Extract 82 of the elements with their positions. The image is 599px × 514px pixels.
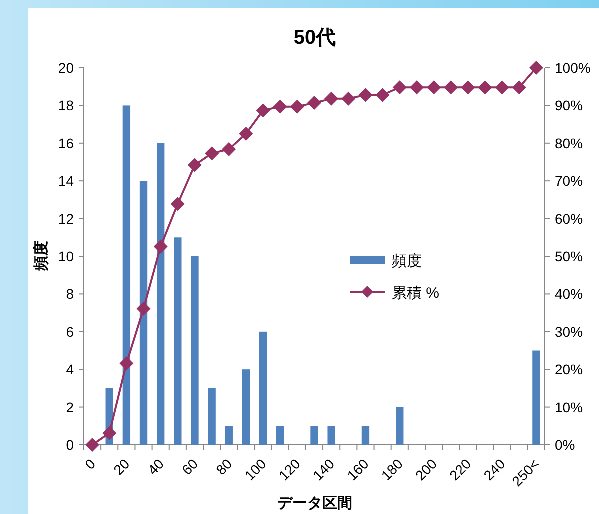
point [342, 92, 356, 106]
y-tick-label: 0 [66, 437, 74, 453]
x-tick-label: 120 [276, 456, 304, 484]
bar [174, 238, 182, 445]
point [154, 240, 168, 254]
point [273, 100, 288, 114]
x-tick-label: 100 [242, 456, 270, 484]
chart-title: 50代 [294, 27, 336, 49]
bar [310, 426, 318, 445]
bar [396, 407, 404, 445]
y-tick-label: 4 [66, 362, 74, 378]
point [136, 302, 151, 316]
y-tick-label: 12 [58, 210, 74, 227]
point [444, 80, 458, 95]
y2-tick-label: 80% [555, 135, 584, 152]
point [358, 88, 373, 102]
point [120, 356, 134, 371]
point [392, 80, 407, 95]
x-tick-label: 60 [178, 456, 202, 478]
point [170, 197, 185, 212]
x-tick-label: 140 [310, 456, 338, 484]
y2-tick-label: 50% [555, 248, 584, 264]
y2-tick-label: 90% [555, 98, 584, 114]
y-tick-label: 18 [58, 98, 74, 114]
point [308, 96, 322, 110]
y-tick-label: 20 [58, 60, 74, 76]
point [376, 88, 390, 102]
point [239, 126, 254, 141]
point [478, 80, 492, 95]
point [427, 80, 442, 95]
y2-tick-label: 10% [555, 399, 584, 416]
x-tick-label: 80 [212, 456, 236, 478]
point [529, 61, 544, 75]
bar [140, 181, 148, 445]
x-tick-label: 220 [446, 456, 474, 484]
y2-tick-label: 100% [555, 60, 591, 76]
legend-label: 累積 % [392, 285, 440, 302]
y-tick-label: 8 [66, 286, 74, 302]
bar [362, 426, 370, 445]
point [495, 80, 510, 95]
bar [532, 350, 540, 445]
x-tick-label: 200 [412, 456, 440, 484]
y-tick-label: 6 [66, 324, 74, 340]
bar [191, 256, 199, 445]
point [102, 426, 117, 440]
x-tick-label: 20 [110, 456, 133, 478]
bar [328, 426, 336, 445]
bar [259, 332, 268, 445]
y2-tick-label: 0% [555, 437, 576, 453]
bar [276, 426, 284, 445]
point [205, 146, 220, 161]
y-tick-label: 2 [66, 399, 74, 416]
point [222, 142, 236, 156]
point [324, 92, 339, 106]
point [290, 100, 304, 114]
point [410, 80, 424, 95]
y-axis-title: 頻度 [32, 241, 50, 272]
x-tick-label: 0 [82, 456, 99, 473]
point [86, 438, 100, 452]
bar [242, 370, 250, 445]
y2-tick-label: 30% [555, 324, 584, 340]
point [461, 80, 476, 95]
point [188, 158, 202, 172]
y-tick-label: 10 [58, 248, 74, 264]
x-tick-label: 160 [344, 456, 372, 484]
bar [208, 388, 216, 445]
point [256, 104, 270, 118]
x-tick-label: 240 [480, 456, 509, 484]
x-tick-label: 40 [144, 456, 168, 478]
legend-label: 頻度 [392, 253, 422, 270]
bar [225, 426, 233, 445]
y-tick-label: 14 [58, 173, 74, 190]
y2-tick-label: 40% [555, 286, 584, 302]
y2-tick-label: 20% [555, 362, 584, 378]
x-axis-title: データ区間 [278, 495, 352, 512]
bar [156, 143, 165, 445]
x-tick-label: 180 [378, 456, 406, 484]
y2-tick-label: 70% [555, 173, 584, 190]
y2-tick-label: 60% [555, 210, 584, 227]
y-tick-label: 16 [58, 135, 74, 152]
bar [122, 106, 131, 445]
point [512, 80, 526, 95]
